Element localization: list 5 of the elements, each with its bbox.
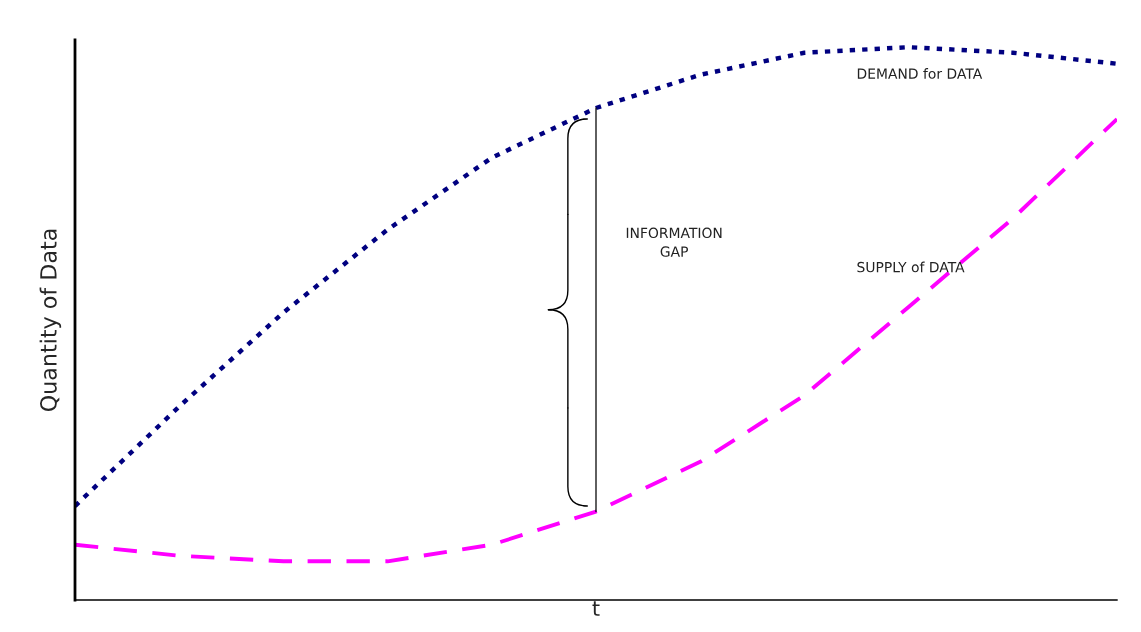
series-label: DEMAND for DATA bbox=[857, 68, 983, 79]
y-axis-title: Quantity of Data bbox=[39, 229, 62, 412]
annotation: INFORMATION GAP bbox=[626, 227, 722, 257]
series-label: SUPPLY of DATA bbox=[857, 261, 965, 273]
x-axis-title: t bbox=[592, 601, 600, 616]
